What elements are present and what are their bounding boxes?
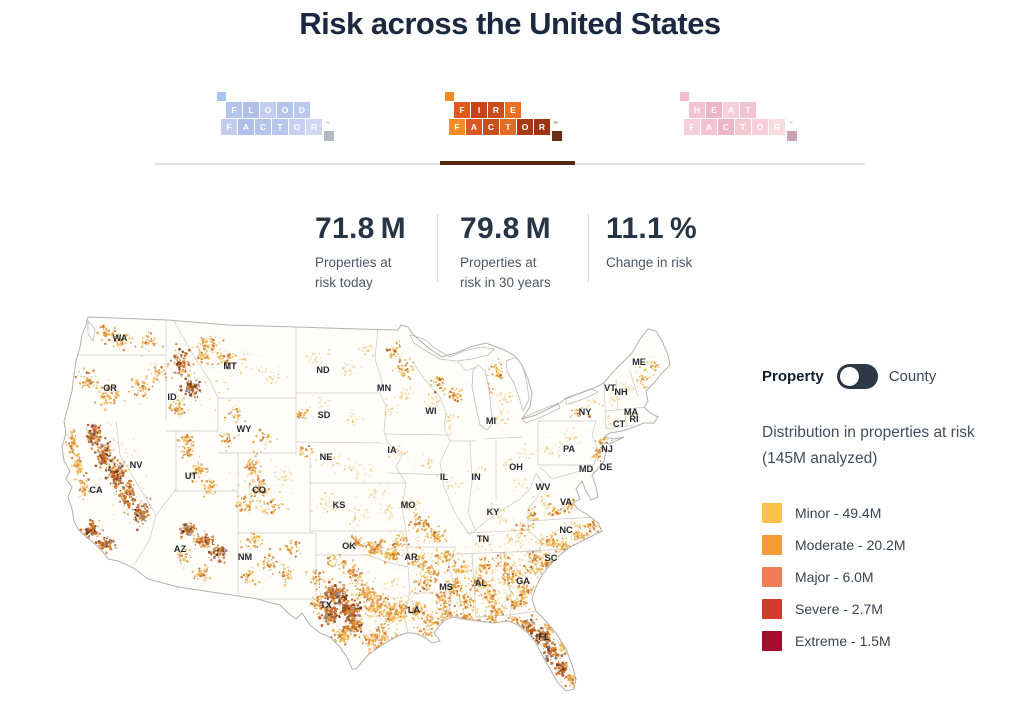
logo-tile: A	[466, 119, 482, 135]
stat-change-in-risk: 11.1% Change in risk	[606, 212, 697, 273]
us-fire-risk-map[interactable]: WAORCANVIDMTWYUTCOAZNMNDSDNEKSOKTXMNIAMO…	[58, 303, 748, 703]
trademark-mark: ™	[325, 121, 330, 127]
logo-tile: A	[238, 119, 254, 135]
logo-tile: D	[294, 102, 310, 118]
logo-tile: O	[517, 119, 533, 135]
stat-label: Properties at risk today	[315, 255, 392, 291]
legend-item-severe: Severe - 2.7M	[762, 593, 906, 625]
legend-heading: Distribution in properties at risk (145M…	[762, 424, 975, 467]
property-county-toggle[interactable]	[836, 363, 878, 389]
logo-tile: L	[243, 102, 259, 118]
legend-item-major: Major - 6.0M	[762, 561, 906, 593]
legend-swatch-moderate	[762, 535, 782, 555]
logo-tile: F	[684, 119, 700, 135]
logo-tile: F	[454, 102, 470, 118]
logo-tile: C	[255, 119, 271, 135]
logo-tile: T	[740, 102, 756, 118]
risk-legend: Minor - 49.4M Moderate - 20.2M Major - 6…	[762, 497, 906, 657]
logo-tile: F	[449, 119, 465, 135]
legend-item-extreme: Extreme - 1.5M	[762, 625, 906, 657]
stat-label: Change in risk	[606, 255, 693, 270]
legend-swatch-major	[762, 567, 782, 587]
logo-tile: O	[752, 119, 768, 135]
logo-tile: T	[500, 119, 516, 135]
tab-heat-factor[interactable]: H E A T F A C T O R ™	[675, 88, 810, 158]
tab-fire-factor[interactable]: F I R E F A C T O R ™	[440, 88, 575, 158]
page-title: Risk across the United States	[299, 6, 721, 41]
logo-tile: O	[289, 119, 305, 135]
logo-tile: O	[277, 102, 293, 118]
map-mode-toggle-row: Property County	[762, 363, 936, 389]
logo-tile: R	[306, 119, 322, 135]
flood-factor-base-square	[324, 131, 334, 141]
stat-value: 71.8 M	[315, 212, 406, 245]
logo-tile: C	[483, 119, 499, 135]
trademark-mark: ™	[553, 121, 558, 127]
factor-tabs: F L O O D F A C T O R ™ F I R E F A C T O R ™ H E A T F A C T O R ™	[155, 88, 865, 168]
legend-swatch-severe	[762, 599, 782, 619]
logo-tile: T	[735, 119, 751, 135]
heat-factor-base-square	[787, 131, 797, 141]
fire-factor-base-square	[552, 131, 562, 141]
legend-swatch-minor	[762, 503, 782, 523]
logo-tile: R	[769, 119, 785, 135]
logo-tile: F	[226, 102, 242, 118]
logo-tile: I	[471, 102, 487, 118]
logo-tile: F	[221, 119, 237, 135]
stat-value: 79.8 M	[460, 212, 551, 245]
legend-item-minor: Minor - 49.4M	[762, 497, 906, 529]
trademark-mark: ™	[788, 121, 793, 127]
stat-value: 11.1%	[606, 212, 697, 245]
active-tab-underline	[440, 161, 575, 165]
legend-item-moderate: Moderate - 20.2M	[762, 529, 906, 561]
logo-tile: O	[260, 102, 276, 118]
logo-tile: R	[534, 119, 550, 135]
logo-tile: A	[723, 102, 739, 118]
fire-factor-accent-square	[445, 92, 454, 101]
tab-flood-factor[interactable]: F L O O D F A C T O R ™	[212, 88, 347, 158]
stat-properties-at-risk-30-years: 79.8 M Properties at risk in 30 years	[460, 212, 551, 294]
stats-separator	[588, 214, 589, 282]
logo-tile: E	[706, 102, 722, 118]
logo-tile: R	[488, 102, 504, 118]
toggle-label-property[interactable]: Property	[762, 367, 824, 385]
stats-separator	[437, 214, 438, 282]
logo-tile: T	[272, 119, 288, 135]
logo-tile: A	[701, 119, 717, 135]
toggle-label-county[interactable]: County	[888, 367, 937, 385]
legend-swatch-extreme	[762, 631, 782, 651]
logo-tile: E	[505, 102, 521, 118]
heat-factor-accent-square	[680, 92, 689, 101]
logo-tile: C	[718, 119, 734, 135]
flood-factor-accent-square	[217, 92, 226, 101]
logo-tile: H	[689, 102, 705, 118]
toggle-knob	[839, 366, 859, 386]
stat-label: Properties at risk in 30 years	[460, 255, 551, 291]
stat-properties-at-risk-today: 71.8 M Properties at risk today	[315, 212, 406, 294]
